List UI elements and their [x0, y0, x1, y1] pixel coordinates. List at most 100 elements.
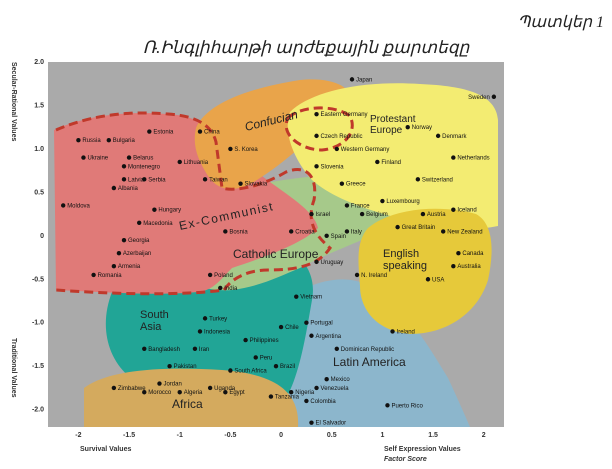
point-n-ireland	[354, 272, 360, 278]
point-label-indonesia: Indonesia	[204, 329, 231, 335]
point-label-iceland: Iceland	[457, 208, 476, 214]
x-tick-label: -0.5	[224, 432, 236, 439]
point-label-egypt: Egypt	[229, 390, 245, 396]
point-macedonia	[137, 220, 142, 225]
point-label-tanzania: Tanzania	[275, 395, 300, 401]
point-label-spain: Spain	[331, 234, 346, 240]
point-label-netherlands: Netherlands	[457, 156, 489, 162]
point-belgium	[359, 211, 365, 217]
point-portugal	[304, 320, 309, 325]
point-usa	[425, 277, 431, 282]
axis-ticks-x: -2 -1.5 -1 -0.5 0 0.5 1 1.5 2	[75, 432, 485, 439]
point-label-greece: Greece	[346, 182, 366, 188]
x-tick-label: 0.5	[327, 432, 337, 439]
point-label-japan: Japan	[356, 77, 372, 83]
point-label-s-korea: S. Korea	[234, 147, 258, 153]
y-tick-label: -2.0	[32, 407, 44, 414]
point-chile	[278, 324, 284, 330]
dashed-boundaries	[55, 106, 354, 296]
point-south-africa	[228, 368, 233, 373]
point-canada	[456, 250, 461, 256]
zone-shape-english-speaking	[358, 208, 492, 334]
point-label-south-africa: South Africa	[234, 369, 267, 375]
point-argentina	[309, 333, 314, 338]
point-bulgaria	[106, 138, 112, 143]
point-label-finland: Finland	[381, 160, 401, 166]
figure-label: Պատկեր 1	[517, 14, 604, 31]
point-austria	[420, 211, 426, 217]
point-israel	[309, 211, 314, 217]
y-tick-label: 0	[40, 233, 44, 240]
point-label-france: France	[351, 203, 370, 209]
point-label-n-ireland: N. Ireland	[361, 273, 387, 279]
point-label-luxembourg: Luxembourg	[386, 199, 419, 205]
point-label-poland: Poland	[214, 273, 233, 279]
point-label-lithuania: Lithuania	[184, 160, 209, 166]
point-italy	[344, 229, 350, 234]
x-tick-label: -1	[177, 432, 183, 439]
zone-label-south-asia: South Asia	[140, 309, 172, 333]
point-moldova	[61, 203, 66, 208]
point-label-bangladesh: Bangladesh	[148, 347, 180, 353]
point-iran	[192, 346, 198, 351]
point-tanzania	[268, 394, 274, 399]
protestant-line-1: Protestant	[370, 114, 416, 125]
point-label-mexico: Mexico	[331, 377, 351, 383]
point-label-moldova: Moldova	[67, 203, 90, 209]
point-estonia	[147, 129, 152, 134]
zone-label-protestant-europe: Protestant Europe	[370, 114, 418, 136]
point-philippines	[243, 337, 248, 343]
x-tick-label: 1.5	[428, 432, 438, 439]
eastern-germany-boundary	[284, 106, 354, 152]
zone-label-english-speaking: English speaking	[383, 248, 427, 272]
point-el-salvador	[309, 420, 314, 425]
zone-shapes	[54, 79, 498, 427]
point-russia	[76, 138, 81, 143]
point-label-denmark: Denmark	[442, 134, 467, 140]
point-brazil	[273, 363, 279, 369]
point-label-vietnam: Vietnam	[300, 295, 322, 301]
point-label-israel: Israel	[315, 212, 330, 218]
point-azerbaijan	[116, 250, 122, 256]
point-norway	[405, 124, 410, 130]
point-label-dominican-republic: Dominican Republic	[341, 347, 394, 353]
point-label-peru: Peru	[260, 355, 273, 361]
y-axis-label-top: Secular-Rational Values	[10, 62, 17, 141]
point-label-bosnia: Bosnia	[229, 229, 248, 235]
axis-ticks-y: 2.0 1.5 1.0 0.5 0 -0.5 -1.0 -1.5 -2.0	[32, 59, 44, 414]
point-spain	[324, 233, 329, 239]
point-label-belgium: Belgium	[366, 212, 388, 218]
point-label-canada: Canada	[462, 251, 484, 257]
point-serbia	[142, 177, 147, 182]
point-morocco	[142, 390, 147, 395]
point-romania	[91, 272, 96, 278]
point-belarus	[126, 155, 132, 160]
point-nigeria	[289, 390, 294, 395]
point-label-armenia: Armenia	[118, 264, 141, 270]
y-tick-label: -1.5	[32, 363, 44, 370]
point-peru	[253, 355, 258, 360]
point-label-sweden: Sweden	[468, 95, 490, 101]
point-algeria	[177, 390, 182, 395]
point-label-albania: Albania	[118, 186, 139, 192]
x-tick-label: 0	[279, 432, 283, 439]
point-label-slovenia: Slovenia	[321, 164, 345, 170]
point-czech-republic	[314, 133, 319, 139]
point-label-iran: Iran	[199, 347, 209, 353]
x-tick-label: 1	[380, 432, 384, 439]
point-label-uruguay: Uruguay	[321, 260, 344, 266]
x-tick-label: -1.5	[123, 432, 135, 439]
zone-label-latin-america: Latin America	[333, 355, 406, 369]
point-label-ukraine: Ukraine	[87, 156, 108, 162]
point-label-bulgaria: Bulgaria	[113, 138, 136, 144]
point-label-india: India	[224, 286, 238, 292]
point-label-norway: Norway	[412, 125, 432, 131]
point-finland	[375, 159, 380, 165]
point-western-germany	[334, 146, 339, 152]
point-label-eastern-germany: Eastern Germany	[321, 112, 368, 118]
country-points: Japan Sweden Russia Bulgaria Estonia China Bel…	[61, 77, 497, 427]
point-slovenia	[314, 164, 319, 169]
point-label-switzerland: Switzerland	[422, 177, 453, 183]
point-georgia	[121, 237, 127, 243]
